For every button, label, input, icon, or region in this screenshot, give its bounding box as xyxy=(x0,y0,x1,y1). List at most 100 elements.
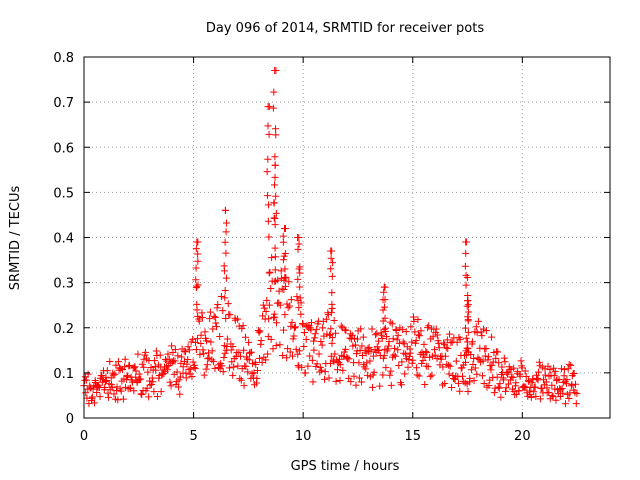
data-point xyxy=(245,338,253,346)
data-point xyxy=(306,352,314,360)
data-point xyxy=(108,384,116,392)
data-point xyxy=(174,352,182,360)
data-point xyxy=(214,301,222,309)
data-point xyxy=(473,329,481,337)
data-point xyxy=(447,339,455,347)
data-point xyxy=(157,388,165,396)
data-point xyxy=(350,334,358,342)
data-point xyxy=(185,346,193,354)
data-point xyxy=(267,335,275,343)
data-point xyxy=(216,332,224,340)
data-point xyxy=(150,388,158,396)
data-point xyxy=(294,361,302,369)
data-point xyxy=(455,379,462,387)
data-point xyxy=(307,319,315,327)
data-point xyxy=(222,249,230,257)
data-point xyxy=(406,349,414,357)
data-point xyxy=(351,341,359,349)
data-point xyxy=(215,361,223,369)
data-points xyxy=(80,67,581,408)
axis-ticks xyxy=(83,56,610,419)
data-point xyxy=(509,374,517,382)
data-point xyxy=(446,362,454,370)
data-point xyxy=(267,285,275,293)
data-point xyxy=(517,357,525,365)
data-point xyxy=(207,338,215,346)
data-point xyxy=(175,376,183,384)
data-point xyxy=(565,395,573,403)
data-point xyxy=(192,346,200,354)
data-point xyxy=(378,335,386,343)
data-point xyxy=(192,264,200,272)
data-point xyxy=(394,346,402,354)
data-point xyxy=(208,356,216,364)
data-point xyxy=(93,389,101,397)
data-point xyxy=(296,283,304,291)
data-point xyxy=(500,376,508,384)
y-tick-label: 0.5 xyxy=(53,186,74,201)
data-point xyxy=(415,372,423,380)
data-point xyxy=(474,354,482,362)
tick-labels: 0 0.1 0.2 0.3 0.4 0.5 0.6 0.7 0.8 0 5 10 15 20 xyxy=(53,51,530,444)
data-point xyxy=(310,337,318,345)
data-point xyxy=(156,351,164,359)
data-point xyxy=(237,376,245,384)
data-point xyxy=(384,342,392,350)
data-point xyxy=(265,269,273,277)
data-point xyxy=(417,327,425,335)
data-point xyxy=(193,335,201,343)
data-point xyxy=(183,360,191,368)
data-point xyxy=(462,249,470,257)
data-point xyxy=(402,328,410,336)
data-point xyxy=(289,335,297,343)
data-point xyxy=(304,362,312,370)
data-point xyxy=(552,396,560,404)
data-point xyxy=(238,325,246,333)
data-point xyxy=(405,356,413,364)
data-point xyxy=(336,361,344,369)
data-point xyxy=(242,362,250,370)
data-point xyxy=(288,318,296,326)
data-point xyxy=(221,294,229,302)
data-point xyxy=(271,278,279,286)
data-point xyxy=(272,125,280,133)
data-point xyxy=(337,322,345,330)
data-point xyxy=(218,362,226,370)
data-point xyxy=(265,130,273,138)
data-point xyxy=(106,358,114,366)
data-point xyxy=(222,314,230,322)
data-point xyxy=(280,326,288,334)
data-point xyxy=(294,234,302,241)
data-point xyxy=(484,353,492,361)
data-point xyxy=(180,347,188,355)
data-point xyxy=(473,370,481,378)
data-point xyxy=(402,350,410,358)
data-point xyxy=(130,363,138,371)
data-point xyxy=(355,374,363,382)
data-point xyxy=(171,357,179,365)
data-point xyxy=(119,395,127,403)
data-point xyxy=(391,344,399,352)
y-tick-label: 0 xyxy=(66,412,74,427)
data-point xyxy=(501,387,509,395)
data-point xyxy=(369,352,377,360)
data-point xyxy=(379,371,387,379)
data-point xyxy=(465,308,473,316)
data-point xyxy=(114,396,122,404)
data-point xyxy=(265,301,273,309)
data-point xyxy=(190,361,198,369)
data-point xyxy=(332,329,340,337)
data-point xyxy=(192,276,200,284)
data-point xyxy=(345,355,353,363)
data-point xyxy=(548,381,556,389)
data-point xyxy=(433,331,441,339)
data-point xyxy=(327,325,335,333)
data-point xyxy=(488,361,496,369)
data-point xyxy=(470,355,478,363)
data-point xyxy=(329,259,337,267)
data-point xyxy=(107,381,115,389)
data-point xyxy=(229,342,237,350)
data-point xyxy=(525,378,533,386)
data-point xyxy=(271,313,279,321)
data-point xyxy=(453,338,461,346)
